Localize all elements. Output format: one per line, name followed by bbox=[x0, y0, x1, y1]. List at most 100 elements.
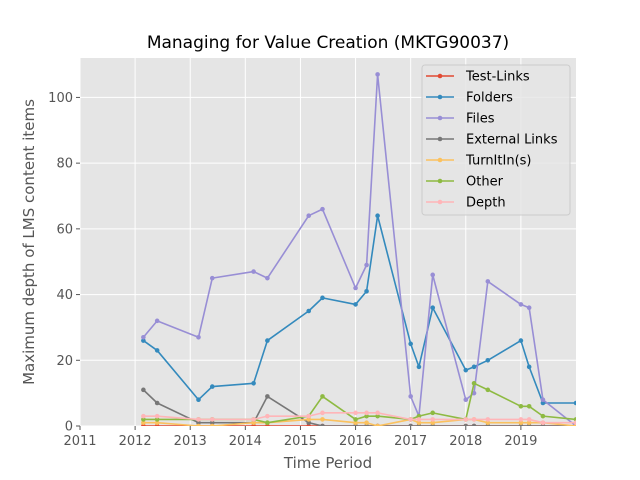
chart-title: Managing for Value Creation (MKTG90037) bbox=[147, 33, 509, 53]
data-point-external-links bbox=[408, 423, 413, 426]
data-point-external-links bbox=[265, 394, 270, 399]
data-point-files bbox=[364, 262, 369, 268]
data-point-other bbox=[353, 417, 358, 422]
legend-marker bbox=[437, 178, 443, 184]
legend-label: Folders bbox=[466, 91, 513, 106]
data-point-files bbox=[408, 394, 413, 399]
data-point-turnitin-s bbox=[154, 420, 160, 426]
legend-marker bbox=[437, 94, 443, 100]
legend-item-other: Other bbox=[426, 175, 504, 190]
data-point-folders bbox=[196, 397, 201, 403]
data-point-folders bbox=[154, 348, 160, 353]
legend-item-external-links: External Links bbox=[426, 133, 558, 148]
data-point-other bbox=[485, 387, 491, 393]
data-point-other bbox=[416, 413, 422, 419]
x-tick-label: 2011 bbox=[63, 434, 96, 449]
data-point-external-links bbox=[154, 400, 160, 406]
data-point-other bbox=[526, 403, 532, 409]
series-lines bbox=[141, 72, 576, 426]
data-point-folders bbox=[353, 302, 358, 307]
data-point-other bbox=[320, 394, 325, 399]
x-tick-label: 2015 bbox=[284, 434, 317, 449]
data-point-folders bbox=[471, 364, 477, 370]
y-tick-label: 60 bbox=[56, 222, 73, 237]
data-point-files bbox=[540, 397, 546, 403]
legend-item-folders: Folders bbox=[426, 91, 513, 106]
data-point-turnitin-s bbox=[353, 420, 358, 426]
data-point-files bbox=[265, 275, 270, 281]
data-point-folders bbox=[518, 338, 524, 343]
data-point-folders bbox=[209, 384, 215, 389]
data-point-depth bbox=[540, 420, 546, 426]
data-point-external-links bbox=[320, 423, 325, 426]
data-point-turnitin-s bbox=[430, 420, 436, 426]
data-point-turnitin-s bbox=[320, 417, 325, 422]
data-point-depth bbox=[471, 417, 477, 422]
data-point-other bbox=[430, 410, 436, 416]
series-line-external-links bbox=[142, 389, 576, 426]
data-point-external-links bbox=[471, 423, 477, 426]
data-point-turnitin-s bbox=[306, 417, 312, 422]
data-point-external-links bbox=[196, 420, 201, 426]
legend-marker bbox=[437, 115, 443, 121]
data-point-depth bbox=[306, 413, 312, 419]
data-point-external-links bbox=[463, 423, 469, 426]
data-point-files bbox=[471, 390, 477, 396]
data-point-depth bbox=[320, 410, 325, 416]
data-point-depth bbox=[154, 413, 160, 419]
data-point-files bbox=[154, 318, 160, 324]
data-point-depth bbox=[518, 417, 524, 422]
data-point-files bbox=[375, 72, 380, 77]
data-point-files bbox=[306, 213, 312, 219]
data-point-folders bbox=[463, 367, 469, 373]
data-point-turnitin-s bbox=[251, 420, 256, 426]
data-point-depth bbox=[209, 417, 215, 422]
legend-label: TurnItIn(s) bbox=[465, 154, 531, 169]
data-point-depth bbox=[375, 410, 380, 416]
data-point-external-links bbox=[306, 420, 312, 426]
data-point-turnitin-s bbox=[375, 423, 380, 426]
data-point-folders bbox=[306, 308, 312, 314]
data-point-turnitin-s bbox=[141, 420, 146, 426]
legend-label: Files bbox=[466, 112, 495, 127]
data-point-other bbox=[265, 420, 270, 426]
data-point-folders bbox=[251, 380, 256, 386]
data-point-depth bbox=[141, 413, 146, 419]
data-point-folders bbox=[573, 400, 576, 406]
data-point-other bbox=[471, 380, 477, 386]
series-folders bbox=[141, 213, 576, 406]
data-point-files bbox=[485, 279, 491, 284]
data-point-folders bbox=[430, 305, 436, 311]
legend-label: Depth bbox=[466, 196, 506, 211]
data-point-folders bbox=[540, 400, 546, 406]
data-point-other bbox=[540, 413, 546, 419]
data-point-folders bbox=[408, 341, 413, 347]
data-point-depth bbox=[408, 417, 413, 422]
y-tick-label: 0 bbox=[65, 420, 73, 435]
legend-box bbox=[421, 64, 571, 216]
data-point-depth bbox=[526, 417, 532, 422]
data-point-files bbox=[353, 285, 358, 291]
x-tick-label: 2013 bbox=[174, 434, 207, 449]
data-point-depth bbox=[416, 417, 422, 422]
data-point-other bbox=[364, 413, 369, 419]
y-tick-label: 80 bbox=[56, 157, 73, 172]
data-point-files bbox=[320, 206, 325, 212]
data-point-depth bbox=[485, 417, 491, 422]
data-point-depth bbox=[265, 413, 270, 419]
tick-labels: 2011 2012 2013 2014 2015 2016 2017 2018 2019 0 20 4… bbox=[48, 91, 537, 449]
data-point-folders bbox=[320, 295, 325, 301]
x-tick-label: 2019 bbox=[504, 434, 537, 449]
data-point-folders bbox=[141, 338, 146, 343]
data-point-files bbox=[196, 334, 201, 340]
legend-marker bbox=[437, 157, 443, 163]
data-point-files bbox=[430, 272, 436, 278]
series-depth bbox=[141, 410, 576, 426]
y-tick-label: 20 bbox=[56, 354, 73, 369]
data-point-turnitin-s bbox=[196, 423, 201, 426]
data-point-folders bbox=[416, 364, 422, 370]
y-axis-label: Maximum depth of LMS content items bbox=[20, 99, 38, 385]
data-point-folders bbox=[526, 364, 532, 370]
